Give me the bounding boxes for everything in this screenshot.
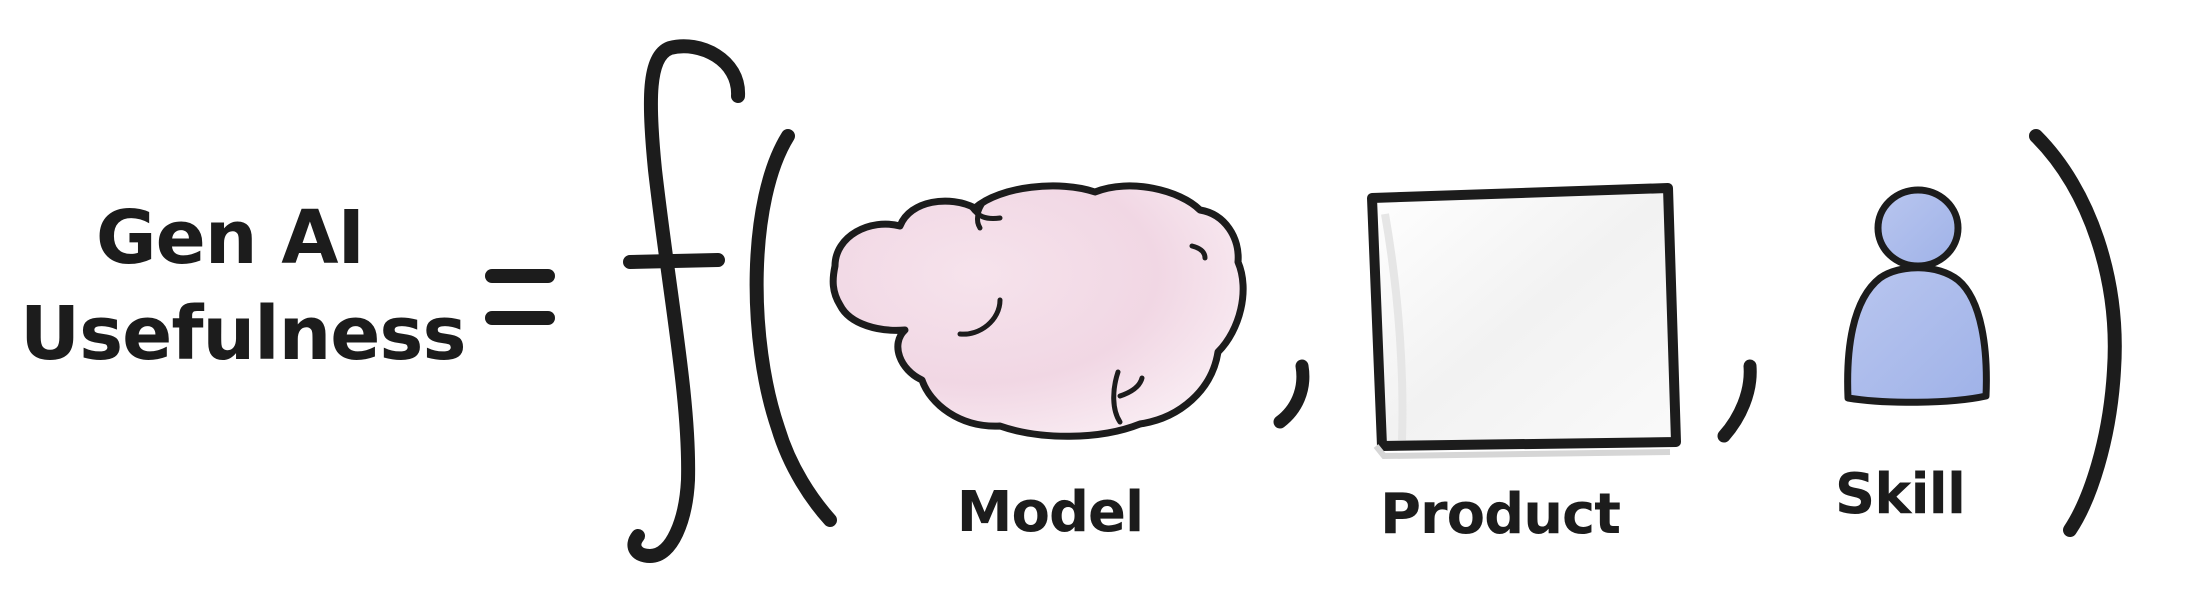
product-label: Product bbox=[1379, 482, 1621, 547]
lhs-line-1: Gen AI bbox=[95, 195, 365, 281]
product-box-icon bbox=[1367, 183, 1681, 460]
equals-sign bbox=[485, 269, 555, 325]
comma-2 bbox=[1717, 359, 1757, 443]
person-icon bbox=[1844, 186, 1990, 406]
model-label: Model bbox=[956, 480, 1144, 545]
skill-label: Skill bbox=[1834, 462, 1966, 527]
brain-icon bbox=[829, 182, 1247, 440]
lhs-label: Gen AI Usefulness bbox=[20, 190, 467, 382]
left-parenthesis bbox=[749, 129, 837, 527]
lhs-line-2: Usefulness bbox=[20, 291, 467, 377]
function-symbol bbox=[623, 39, 745, 563]
right-parenthesis bbox=[2029, 129, 2122, 537]
comma-1 bbox=[1273, 359, 1310, 429]
